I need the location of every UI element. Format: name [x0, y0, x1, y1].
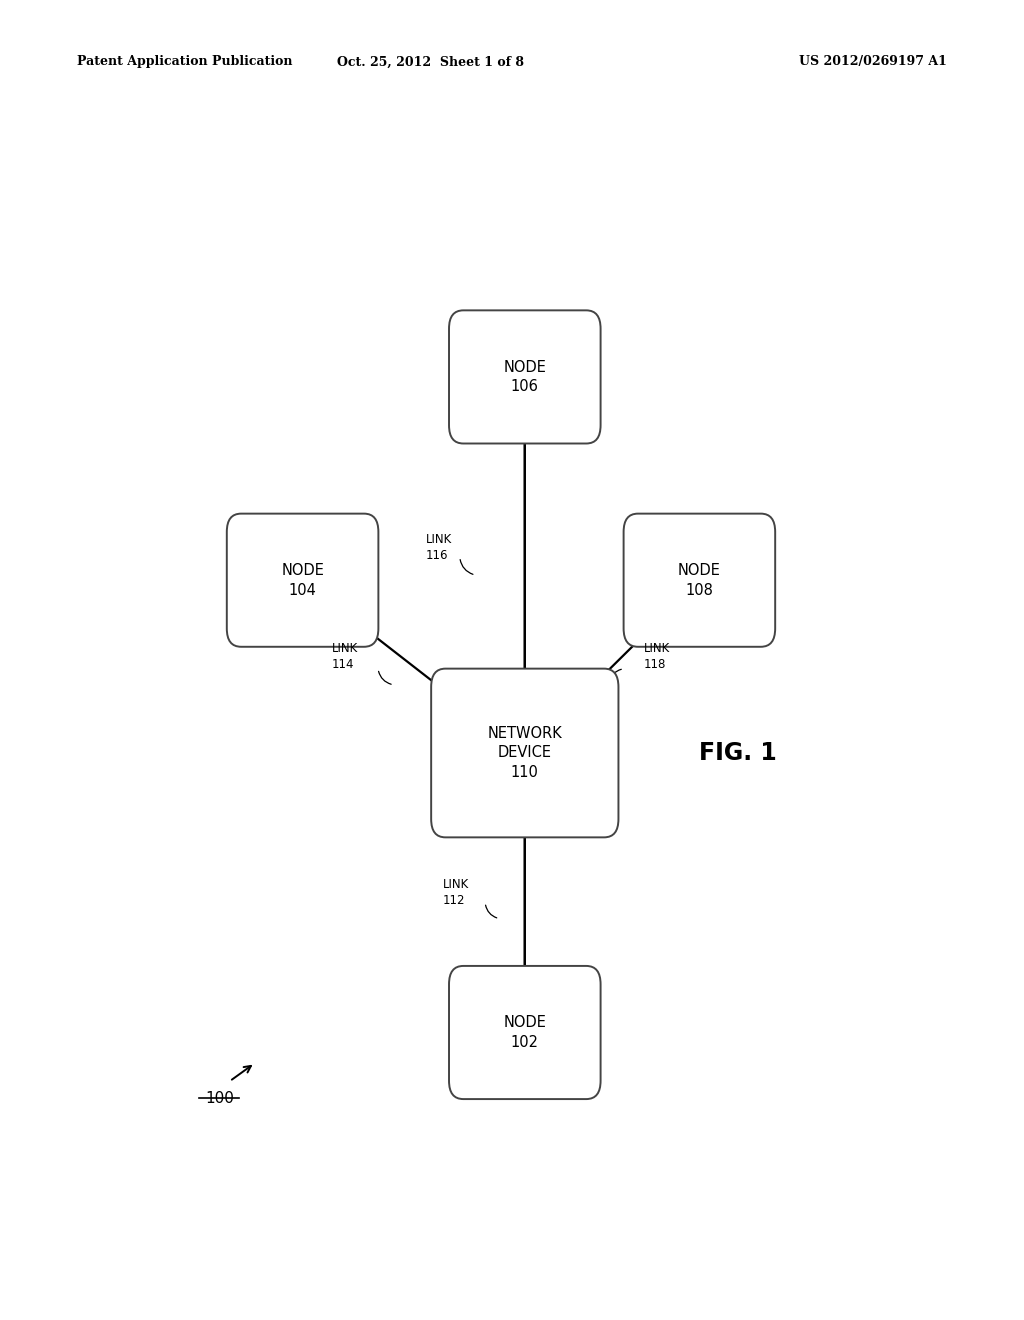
Text: NODE
102: NODE 102 [504, 1015, 546, 1049]
Text: LINK
118: LINK 118 [644, 642, 670, 671]
Text: Oct. 25, 2012  Sheet 1 of 8: Oct. 25, 2012 Sheet 1 of 8 [337, 55, 523, 69]
FancyBboxPatch shape [431, 669, 618, 837]
FancyBboxPatch shape [624, 513, 775, 647]
Text: NODE
108: NODE 108 [678, 562, 721, 598]
FancyBboxPatch shape [449, 966, 601, 1100]
FancyBboxPatch shape [449, 310, 601, 444]
Text: NETWORK
DEVICE
110: NETWORK DEVICE 110 [487, 726, 562, 780]
Text: NODE
104: NODE 104 [282, 562, 324, 598]
Text: US 2012/0269197 A1: US 2012/0269197 A1 [799, 55, 946, 69]
Text: LINK
112: LINK 112 [443, 878, 469, 907]
Text: Patent Application Publication: Patent Application Publication [77, 55, 292, 69]
Text: 100: 100 [205, 1092, 233, 1106]
Text: LINK
116: LINK 116 [426, 533, 452, 562]
Text: LINK
114: LINK 114 [332, 642, 358, 671]
Text: FIG. 1: FIG. 1 [699, 741, 777, 766]
FancyBboxPatch shape [226, 513, 379, 647]
Text: NODE
106: NODE 106 [504, 359, 546, 395]
